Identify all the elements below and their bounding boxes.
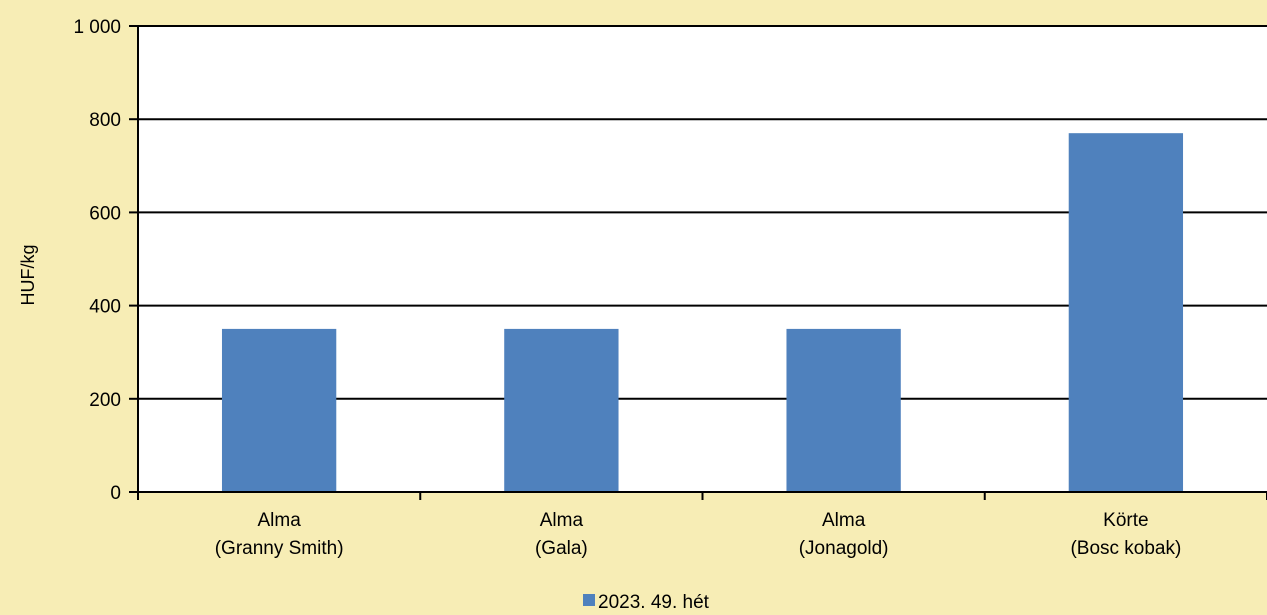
x-tick-label: (Jonagold): [799, 538, 889, 559]
bar: [221, 328, 337, 492]
y-tick-label: 200: [89, 390, 121, 411]
legend-swatch: [583, 594, 595, 606]
legend-label: 2023. 49. hét: [598, 592, 710, 610]
y-tick-labels: 0 200 400 600 800 1 000: [73, 17, 121, 504]
y-axis-label: HUF/kg: [18, 244, 38, 305]
y-tick-label: 600: [89, 203, 121, 224]
y-tick-label: 0: [110, 483, 121, 504]
x-tick-label: (Gala): [535, 538, 588, 559]
x-tick-label: Körte: [1103, 510, 1148, 531]
x-tick-label: Alma: [540, 510, 584, 531]
x-tick-label: (Bosc kobak): [1070, 538, 1181, 559]
bars: [221, 133, 1184, 492]
y-tick-label: 800: [89, 110, 121, 131]
bar: [1068, 133, 1184, 492]
x-tick-label: Alma: [257, 510, 301, 531]
x-tick-label: (Granny Smith): [215, 538, 344, 559]
x-tick-labels: Alma (Granny Smith) Alma (Gala) Alma (Jonagol…: [215, 510, 1182, 559]
bar: [786, 328, 901, 492]
bar: [504, 328, 619, 492]
y-tick-label: 1 000: [73, 17, 121, 38]
y-tick-label: 400: [89, 297, 121, 318]
legend: 2023. 49. hét: [583, 592, 710, 613]
axes: [129, 25, 1267, 500]
x-tick-label: Alma: [822, 510, 866, 531]
